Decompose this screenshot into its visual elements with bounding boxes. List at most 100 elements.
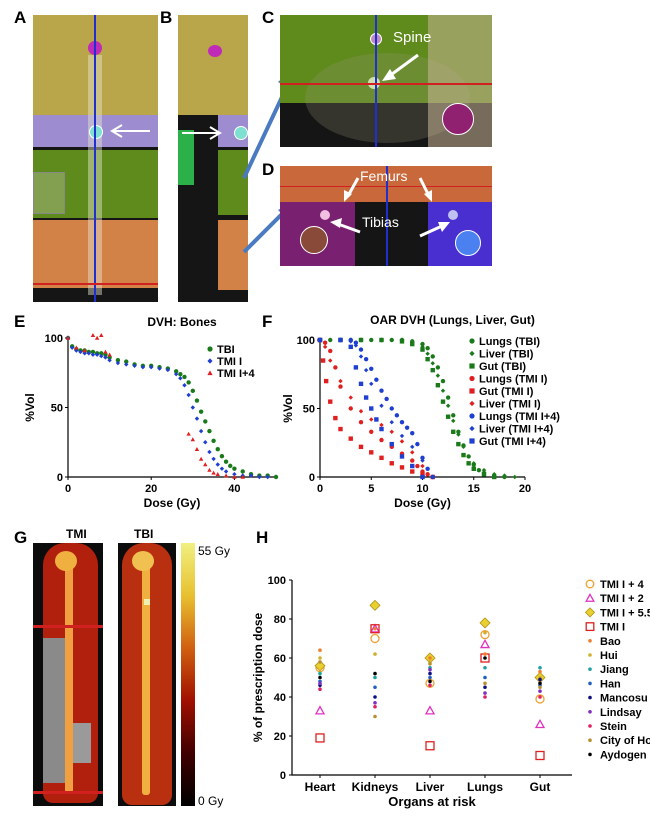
right-tibia-target: [455, 230, 481, 256]
data-point: [399, 465, 405, 470]
data-point: [363, 367, 369, 373]
data-point: [82, 348, 87, 353]
legend-label: Gut (TBI): [479, 361, 526, 373]
data-point: [248, 473, 254, 478]
data-point: [483, 675, 487, 680]
panel-label-b: B: [160, 8, 173, 27]
data-point: [480, 629, 490, 640]
data-point: [389, 420, 394, 425]
x-tick-label: 20: [145, 483, 157, 495]
arrow-icon: [382, 53, 419, 81]
panel-label-c: C: [262, 8, 275, 27]
category-label: Heart: [305, 780, 336, 794]
data-point: [481, 467, 487, 473]
data-point: [219, 453, 225, 459]
legend-label: Lungs (TMI I): [479, 374, 548, 386]
data-point: [538, 685, 542, 690]
data-point: [538, 695, 542, 699]
legend-marker: [588, 695, 592, 700]
legend-label: TMI I+4: [217, 368, 255, 380]
data-point: [399, 433, 405, 439]
data-point: [369, 337, 374, 343]
legend-label: Liver (TMI I): [479, 399, 541, 411]
y-axis-label: % of prescription dose: [251, 613, 265, 743]
data-point: [358, 354, 364, 359]
data-point: [90, 352, 96, 357]
data-point: [318, 687, 322, 691]
data-point: [440, 388, 446, 393]
data-point: [410, 430, 415, 436]
data-point: [173, 369, 179, 374]
data-point: [483, 665, 487, 670]
data-point: [322, 340, 328, 345]
data-point: [333, 415, 338, 421]
legend-label: Bao: [600, 636, 621, 648]
data-point: [328, 348, 333, 354]
data-point: [194, 398, 200, 403]
data-point: [353, 365, 359, 370]
red-line: [33, 283, 158, 285]
data-point: [483, 695, 487, 699]
category-label: Gut: [530, 780, 551, 794]
data-point: [369, 366, 374, 371]
y-axis-label: %Vol: [281, 394, 295, 422]
data-point: [410, 469, 415, 474]
bone-dose: [142, 555, 150, 795]
data-point: [410, 341, 415, 347]
legend-marker: [584, 607, 596, 618]
legend-label: Gut (TMI I): [479, 386, 534, 398]
legend-marker: [588, 710, 592, 714]
data-point: [115, 360, 121, 366]
data-point: [348, 436, 353, 441]
data-point: [90, 333, 96, 337]
data-point: [410, 463, 415, 469]
data-point: [86, 351, 91, 356]
y-tick-label: 100: [297, 335, 315, 347]
data-point: [483, 681, 487, 686]
legend-label: Liver (TBI): [479, 349, 534, 361]
x-axis-label: Organs at risk: [388, 794, 476, 809]
data-point: [379, 426, 384, 432]
legend-marker: [207, 370, 213, 376]
data-point: [338, 384, 343, 389]
legend-marker: [469, 413, 475, 419]
data-point: [466, 461, 471, 466]
data-point: [483, 630, 487, 635]
red-line: [33, 625, 103, 628]
data-point: [374, 417, 379, 422]
x-axis-label: Dose (Gy): [144, 496, 201, 510]
y-tick-label: 20: [274, 731, 286, 743]
legend-label: Gut (TMI I+4): [479, 436, 546, 448]
green-dose-region-2: [218, 150, 248, 215]
data-point: [379, 422, 384, 428]
data-point: [149, 364, 154, 370]
femur-bone-right: [448, 210, 458, 220]
data-point: [534, 718, 546, 729]
category-label: Liver: [416, 780, 445, 794]
x-axis-label: Dose (Gy): [394, 496, 451, 510]
category-label: Lungs: [467, 780, 503, 794]
legend-label: Hui: [600, 650, 618, 662]
data-point: [410, 450, 415, 455]
data-point: [425, 346, 430, 351]
data-point: [232, 466, 237, 471]
blue-isocenter-line: [375, 15, 377, 147]
data-point: [318, 681, 322, 686]
data-point: [425, 466, 430, 471]
data-point: [198, 409, 204, 414]
data-point: [410, 444, 415, 450]
ct-gray-region-2: [71, 723, 91, 763]
data-point: [538, 669, 542, 674]
data-point: [538, 665, 542, 670]
data-point: [353, 340, 359, 345]
data-point: [451, 418, 456, 424]
panel-label-g: G: [14, 528, 28, 547]
data-point: [373, 671, 377, 676]
data-point: [318, 675, 322, 680]
data-point: [186, 392, 191, 398]
legend-marker: [469, 375, 475, 382]
data-point: [203, 462, 208, 467]
legend-marker: [207, 346, 213, 352]
data-point: [353, 343, 359, 348]
data-point: [198, 428, 204, 434]
